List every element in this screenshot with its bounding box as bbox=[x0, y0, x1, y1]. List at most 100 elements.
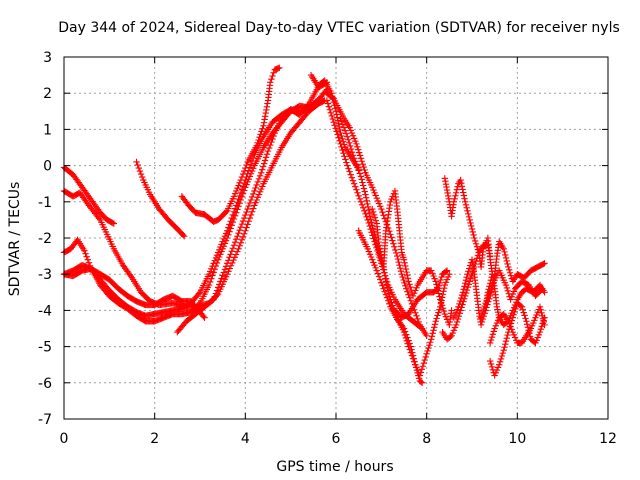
data-point bbox=[242, 211, 249, 219]
data-point bbox=[436, 306, 443, 313]
data-point bbox=[383, 294, 391, 301]
data-point bbox=[231, 190, 239, 197]
data-point bbox=[521, 312, 528, 319]
data-point bbox=[447, 333, 454, 340]
series-track-15 bbox=[391, 267, 451, 321]
data-point bbox=[260, 160, 268, 167]
data-point bbox=[500, 245, 507, 253]
data-point bbox=[216, 281, 223, 288]
data-point bbox=[443, 183, 450, 191]
data-point bbox=[519, 306, 526, 313]
data-point bbox=[258, 128, 265, 135]
data-point bbox=[372, 217, 380, 224]
y-tick-label: -1 bbox=[38, 195, 52, 211]
data-point bbox=[409, 352, 417, 359]
data-point bbox=[242, 164, 249, 172]
data-point bbox=[427, 339, 434, 346]
data-point bbox=[437, 276, 444, 284]
data-point bbox=[366, 213, 374, 220]
data-point bbox=[371, 231, 378, 238]
data-point bbox=[462, 289, 470, 297]
y-tick-label: -2 bbox=[38, 231, 52, 247]
data-point bbox=[375, 273, 383, 280]
data-point bbox=[221, 232, 229, 240]
data-point bbox=[360, 204, 367, 212]
data-point bbox=[354, 189, 361, 196]
data-point bbox=[250, 205, 257, 212]
data-point bbox=[448, 307, 455, 314]
data-point bbox=[463, 286, 471, 294]
data-point bbox=[443, 186, 451, 194]
data-point bbox=[364, 203, 372, 211]
data-point bbox=[258, 185, 265, 193]
data-point bbox=[467, 219, 474, 227]
data-point bbox=[435, 282, 443, 289]
data-point bbox=[364, 245, 371, 253]
data-point bbox=[418, 379, 426, 386]
data-point bbox=[536, 303, 544, 310]
data-point bbox=[504, 287, 512, 295]
data-point bbox=[502, 281, 510, 289]
data-point bbox=[243, 208, 250, 216]
data-point bbox=[228, 214, 235, 222]
data-point bbox=[464, 207, 471, 215]
data-point bbox=[397, 267, 405, 275]
data-point bbox=[254, 194, 261, 201]
data-point bbox=[481, 302, 488, 310]
data-point bbox=[428, 267, 435, 274]
data-point bbox=[426, 341, 433, 349]
data-point bbox=[371, 214, 379, 221]
data-point bbox=[453, 318, 461, 326]
data-point bbox=[493, 303, 501, 310]
data-point bbox=[488, 363, 496, 371]
data-point bbox=[210, 269, 217, 276]
data-point bbox=[423, 350, 430, 358]
data-point bbox=[212, 290, 220, 297]
data-point bbox=[399, 323, 407, 331]
data-point bbox=[337, 129, 344, 137]
data-point bbox=[401, 259, 408, 267]
data-point bbox=[361, 166, 368, 174]
data-point bbox=[235, 195, 242, 203]
data-point bbox=[226, 265, 233, 272]
data-point bbox=[470, 231, 477, 239]
data-point bbox=[195, 290, 203, 297]
data-point bbox=[437, 296, 444, 303]
data-point bbox=[352, 158, 359, 165]
data-point bbox=[412, 364, 420, 371]
data-point bbox=[84, 256, 91, 263]
data-point bbox=[243, 224, 250, 231]
series-track-13 bbox=[369, 187, 455, 329]
data-point bbox=[385, 290, 393, 297]
data-point bbox=[499, 349, 507, 357]
data-point bbox=[470, 266, 477, 274]
data-point bbox=[395, 258, 402, 266]
x-tick-label: 10 bbox=[508, 431, 526, 447]
data-point bbox=[484, 242, 492, 249]
data-point bbox=[356, 152, 364, 159]
data-point bbox=[464, 284, 472, 291]
data-point bbox=[109, 219, 116, 227]
data-point bbox=[442, 279, 450, 286]
data-point bbox=[429, 330, 436, 337]
data-point bbox=[224, 260, 231, 267]
data-point bbox=[347, 171, 354, 178]
data-point bbox=[340, 149, 347, 157]
data-point bbox=[236, 242, 243, 250]
data-point bbox=[384, 287, 392, 294]
data-point bbox=[258, 166, 266, 173]
data-point bbox=[484, 293, 492, 301]
data-point bbox=[355, 167, 362, 174]
data-point bbox=[533, 337, 540, 344]
data-point bbox=[483, 296, 490, 304]
data-point bbox=[442, 268, 450, 275]
data-point bbox=[443, 276, 451, 283]
data-point bbox=[454, 315, 462, 323]
data-point bbox=[227, 218, 234, 225]
data-point bbox=[388, 195, 395, 203]
chart-title: Day 344 of 2024, Sidereal Day-to-day VTE… bbox=[58, 20, 620, 36]
data-point bbox=[442, 178, 449, 185]
data-point bbox=[392, 246, 399, 254]
data-point bbox=[485, 290, 493, 298]
data-point bbox=[419, 363, 426, 370]
